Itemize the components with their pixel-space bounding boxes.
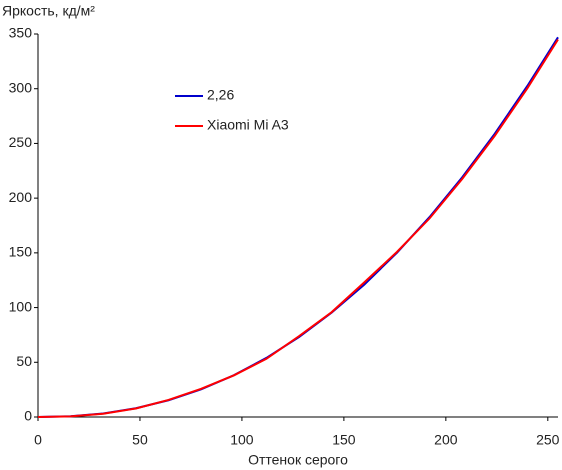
legend-label: 2,26 xyxy=(207,87,234,103)
y-tick-label: 200 xyxy=(9,189,33,205)
x-tick-label: 250 xyxy=(536,432,560,448)
y-tick-label: 350 xyxy=(9,25,33,41)
x-tick-label: 100 xyxy=(230,432,254,448)
line-series xyxy=(37,38,559,418)
x-tick-label: 200 xyxy=(434,432,458,448)
x-tick-label: 50 xyxy=(132,432,148,448)
y-tick-label: 0 xyxy=(24,408,32,424)
y-axis-label: Яркость, кд/м² xyxy=(2,3,95,19)
y-tick-label: 100 xyxy=(9,298,33,314)
y-tick-label: 50 xyxy=(16,353,32,369)
y-tick-label: 250 xyxy=(9,134,33,150)
legend-label: Xiaomi Mi A3 xyxy=(207,117,289,133)
x-axis-label: Оттенок серого xyxy=(248,452,348,468)
y-tick-label: 150 xyxy=(9,244,33,260)
y-tick-label: 300 xyxy=(9,79,33,95)
x-tick-label: 0 xyxy=(34,432,42,448)
x-tick-label: 150 xyxy=(332,432,356,448)
line-series xyxy=(37,36,559,418)
